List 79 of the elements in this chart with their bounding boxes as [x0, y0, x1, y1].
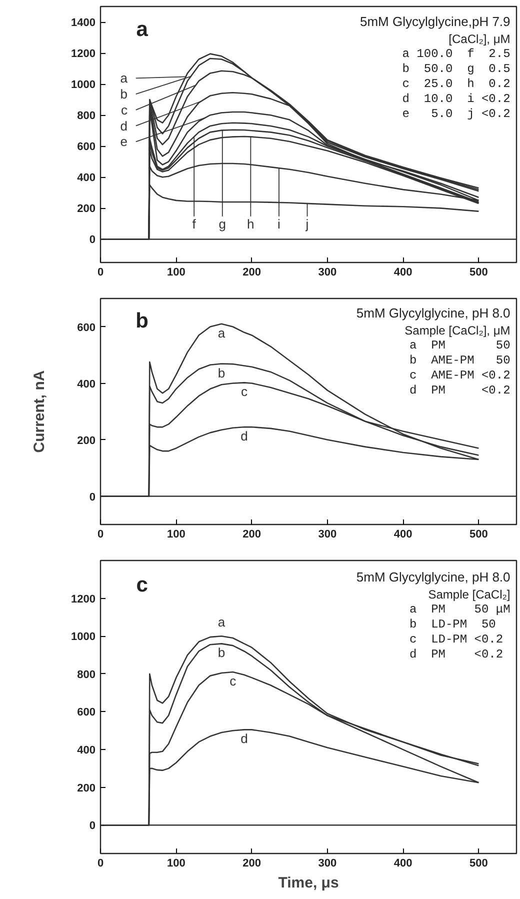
y-tick-label: 600 — [77, 141, 96, 154]
x-tick-label: 300 — [318, 266, 337, 278]
y-tick-label: 800 — [77, 668, 96, 681]
legend-label: g — [218, 216, 226, 232]
annotation: b — [136, 309, 149, 332]
x-tick-label: 100 — [166, 528, 186, 540]
y-tick-label: 0 — [89, 234, 96, 246]
legend-label: f — [192, 216, 196, 232]
y-tick-label: 800 — [77, 110, 96, 122]
y-tick-label: 600 — [77, 322, 96, 334]
x-tick-label: 300 — [318, 858, 337, 870]
annotation: c LD-PM <0.2 — [409, 632, 504, 646]
y-tick-label: 1200 — [71, 48, 96, 60]
series-label: d — [120, 118, 128, 134]
x-tick-label: 500 — [470, 858, 488, 870]
text: 5mM Glycylglycine,pH 7.9 — [360, 14, 510, 30]
y-tick-label: 200 — [77, 434, 96, 447]
annotation: d PM <0.2 — [409, 383, 510, 398]
series-label: a — [218, 614, 226, 630]
y-tick-label: 200 — [77, 782, 96, 794]
x-tick-label: 200 — [242, 266, 261, 278]
series-label: b — [218, 365, 226, 380]
annotation: a PM 50 μM — [409, 602, 510, 616]
annotation: e 5.0 j <0.2 — [402, 107, 510, 122]
x-tick-label: 100 — [166, 266, 186, 278]
x-tick-label: 0 — [97, 858, 104, 870]
x-tick-label: 400 — [394, 528, 412, 540]
y-tick-label: 1000 — [71, 79, 96, 92]
legend-label: j — [304, 216, 309, 232]
y-tick-label: 1400 — [71, 17, 96, 30]
y-axis-title: Current, nA — [31, 370, 48, 453]
annotation: d 10.0 i <0.2 — [402, 92, 510, 106]
x-tick-label: 200 — [242, 858, 261, 870]
series-label: c — [240, 384, 248, 400]
annotation: c — [136, 573, 148, 596]
y-tick-label: 0 — [89, 820, 96, 832]
annotation: [CaCl₂], μM — [448, 32, 510, 46]
annotation: b 50.0 g 0.5 — [402, 62, 510, 76]
y-tick-label: 200 — [77, 203, 96, 216]
series-label: e — [120, 134, 128, 150]
text: 5mM Glycylglycine, pH 8.0 — [356, 305, 510, 320]
series-label: c — [230, 674, 237, 689]
annotation: a PM 50 — [409, 338, 510, 352]
y-tick-label: 600 — [77, 706, 96, 719]
x-tick-label: 500 — [470, 528, 488, 540]
y-tick-label: 1200 — [71, 593, 96, 606]
series-label: a — [218, 325, 226, 340]
legend-label: h — [247, 216, 254, 232]
annotation: Sample [CaCl₂], μM — [404, 323, 510, 338]
annotation: b AME-PM 50 — [409, 353, 510, 368]
x-tick-label: 0 — [97, 266, 104, 278]
x-axis-title: Time, μs — [278, 874, 339, 892]
x-tick-label: 0 — [97, 528, 104, 540]
annotation: c 25.0 h 0.2 — [402, 77, 510, 92]
text: a — [120, 70, 128, 86]
x-tick-label: 300 — [318, 528, 337, 540]
y-tick-label: 400 — [77, 378, 96, 390]
text: 5mM Glycylglycine, pH 8.0 — [356, 569, 510, 584]
series-label: d — [240, 428, 248, 444]
x-tick-label: 400 — [394, 266, 412, 278]
y-tick-label: 400 — [77, 172, 96, 184]
annotation: Sample [CaCl₂] — [428, 587, 510, 602]
annotation: d PM <0.2 — [409, 647, 504, 662]
series-label: b — [120, 86, 128, 102]
x-tick-label: 400 — [394, 858, 412, 870]
series-label: d — [240, 731, 248, 746]
y-tick-label: 0 — [89, 491, 96, 504]
annotation: b LD-PM 50 — [409, 617, 496, 632]
annotation: c AME-PM <0.2 — [409, 368, 510, 382]
x-tick-label: 200 — [242, 528, 261, 540]
y-tick-label: 1000 — [71, 631, 96, 644]
x-tick-label: 500 — [470, 266, 488, 278]
annotation: a — [136, 18, 148, 42]
annotation: a 100.0 f 2.5 — [402, 47, 510, 62]
series-label: b — [218, 645, 226, 660]
x-tick-label: 100 — [166, 858, 186, 870]
series-label: c — [121, 102, 128, 118]
legend-label: i — [278, 216, 281, 232]
y-tick-label: 400 — [77, 744, 96, 757]
